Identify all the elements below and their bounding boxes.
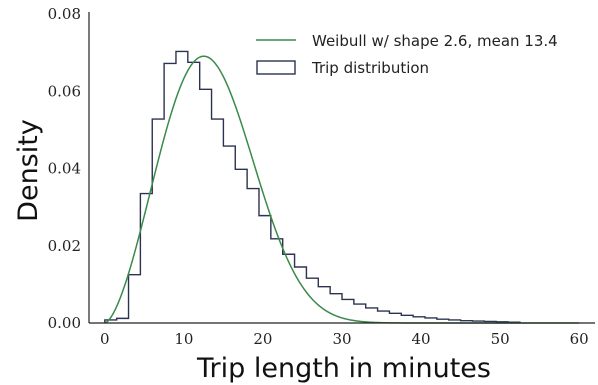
x-tick-label: 60 — [570, 330, 589, 348]
x-ticks: 0 10 20 30 40 50 60 — [100, 330, 589, 348]
x-tick-label: 50 — [491, 330, 510, 348]
x-tick-label: 10 — [174, 330, 193, 348]
y-tick-label: 0.06 — [48, 82, 81, 100]
series-layer — [104, 50, 580, 324]
histogram-series — [104, 50, 521, 323]
y-ticks: 0.00 0.02 0.04 0.06 0.08 — [48, 5, 81, 332]
y-tick-label: 0.02 — [48, 237, 81, 255]
x-tick-label: 40 — [412, 330, 431, 348]
x-tick-label: 0 — [100, 330, 110, 348]
y-tick-label: 0.04 — [48, 160, 81, 178]
legend: Weibull w/ shape 2.6, mean 13.4 Trip dis… — [256, 32, 558, 77]
axes — [88, 12, 595, 324]
x-axis-title: Trip length in minutes — [196, 353, 491, 384]
weibull-series — [104, 55, 580, 324]
x-tick-label: 20 — [253, 330, 272, 348]
legend-histogram-label: Trip distribution — [311, 59, 429, 77]
y-axis-title: Density — [13, 119, 44, 222]
x-tick-label: 30 — [332, 330, 351, 348]
legend-histogram-swatch — [256, 60, 296, 75]
y-tick-label: 0.08 — [48, 5, 81, 23]
legend-weibull-label: Weibull w/ shape 2.6, mean 13.4 — [312, 32, 558, 50]
y-tick-label: 0.00 — [48, 314, 81, 332]
